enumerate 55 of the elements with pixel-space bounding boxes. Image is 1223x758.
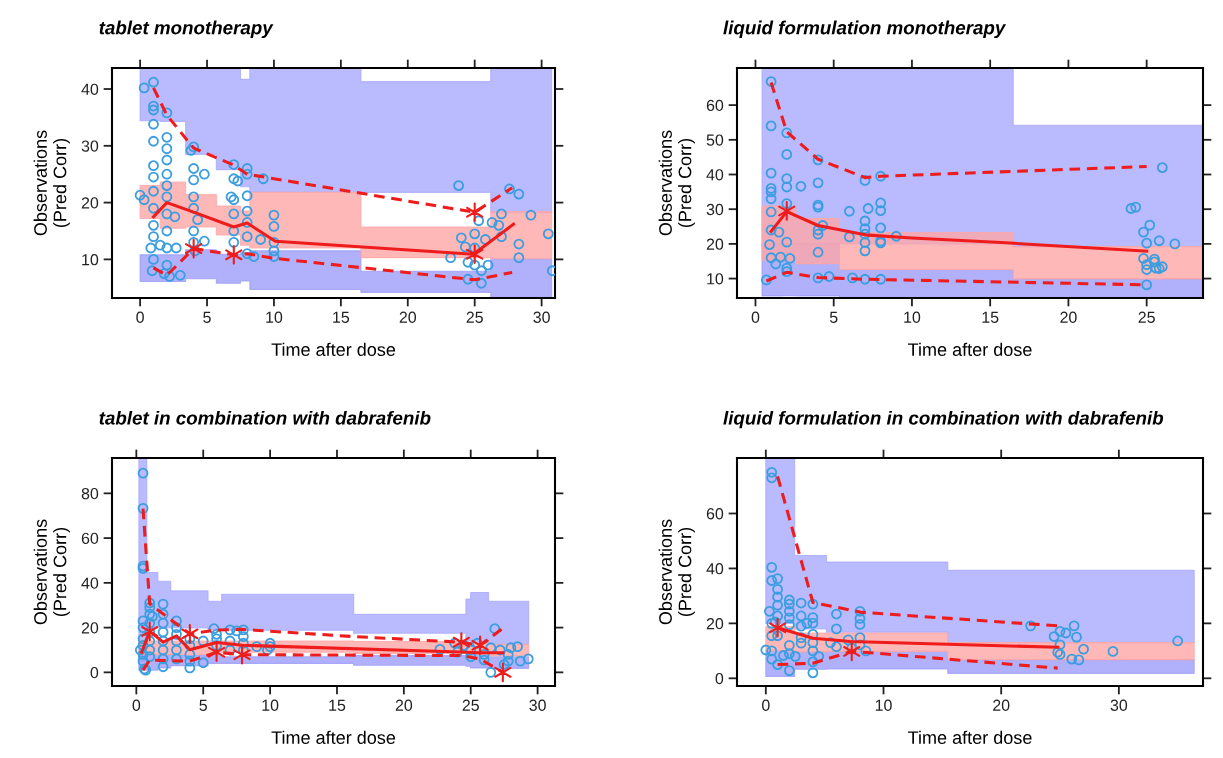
x-tick-label: 10 — [904, 311, 921, 323]
y-axis-title: Observations (Pred Corr) — [33, 519, 70, 625]
y-tick-label: 0 — [90, 666, 99, 679]
x-tick-label: 15 — [333, 311, 350, 323]
x-tick-label: 30 — [529, 699, 546, 711]
x-axis-title: Time after dose — [908, 342, 1032, 357]
y-tick-label: 20 — [81, 197, 99, 209]
x-axis-title: Time after dose — [271, 730, 396, 745]
x-tick-label: 5 — [203, 311, 211, 323]
y-tick-label: 60 — [81, 532, 99, 545]
y-tick-label: 60 — [706, 99, 724, 112]
y-tick-label: 40 — [706, 563, 724, 575]
y-tick-label: 30 — [81, 140, 99, 152]
y-axis-title: Observations (Pred Corr) — [658, 130, 695, 236]
x-tick-label: 15 — [982, 311, 999, 323]
y-tick-label: 20 — [706, 618, 724, 630]
y-tick-label: 10 — [82, 254, 99, 266]
y-tick-label: 20 — [706, 238, 724, 250]
x-axis-title: Time after dose — [271, 342, 396, 357]
x-tick-label: 5 — [199, 699, 207, 711]
chart-title: tablet in combination with dabrafenib — [99, 410, 431, 425]
y-tick-label: 80 — [81, 487, 99, 500]
y-axis-title: Observations (Pred Corr) — [33, 130, 70, 236]
x-tick-label: 20 — [1060, 311, 1077, 323]
chart-title: liquid formulation in combination with dabrafenib — [723, 410, 1164, 429]
y-axis-title: Observations (Pred Corr) — [658, 519, 695, 625]
y-tick-label: 30 — [706, 203, 724, 216]
x-tick-label: 0 — [751, 311, 760, 323]
y-tick-label: 60 — [706, 508, 724, 520]
chart-title: liquid formulation monotherapy — [723, 20, 1007, 39]
y-tick-label: 0 — [715, 672, 724, 685]
x-tick-label: 20 — [399, 311, 417, 323]
x-tick-label: 0 — [762, 699, 770, 711]
y-tick-label: 10 — [707, 273, 724, 285]
chart-title: tablet monotherapy — [99, 20, 274, 39]
y-tick-label: 50 — [706, 134, 724, 146]
x-tick-label: 30 — [533, 311, 550, 323]
x-tick-label: 10 — [262, 699, 279, 711]
x-tick-label: 15 — [329, 699, 346, 711]
y-tick-label: 20 — [81, 622, 99, 634]
x-tick-label: 25 — [1138, 311, 1155, 323]
x-tick-label: 0 — [136, 311, 144, 323]
x-tick-label: 0 — [132, 699, 141, 711]
x-tick-label: 30 — [1110, 699, 1128, 711]
x-tick-label: 5 — [829, 311, 838, 323]
x-tick-label: 10 — [875, 699, 892, 711]
x-axis-title: Time after dose — [908, 730, 1032, 745]
x-tick-label: 20 — [993, 699, 1010, 711]
x-tick-label: 25 — [462, 699, 479, 711]
x-tick-label: 25 — [466, 311, 483, 323]
y-tick-label: 40 — [81, 577, 99, 589]
y-tick-label: 40 — [706, 169, 724, 181]
y-tick-label: 40 — [81, 83, 99, 95]
x-tick-label: 10 — [266, 311, 283, 323]
x-tick-label: 20 — [395, 699, 413, 711]
